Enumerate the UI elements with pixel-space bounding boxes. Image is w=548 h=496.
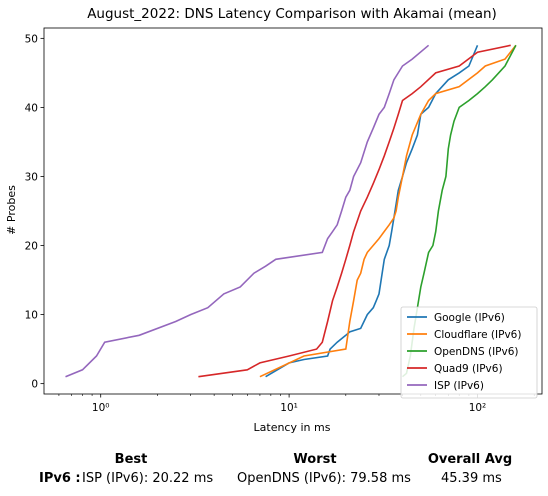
series-line <box>259 44 517 378</box>
legend-entry: OpenDNS (IPv6) <box>434 346 519 358</box>
y-tick-label: 0 <box>31 379 38 391</box>
summary-worst-heading: Worst <box>293 452 337 467</box>
y-tick-label: 10 <box>25 310 38 322</box>
latency-chart: August_2022: DNS Latency Comparison with… <box>5 6 543 434</box>
chart-legend: Google (IPv6) Cloudflare (IPv6) OpenDNS (I… <box>400 306 538 399</box>
plot-frame <box>43 27 543 395</box>
y-tick-label: 40 <box>25 102 38 114</box>
series-line <box>65 44 430 378</box>
legend-entry: Google (IPv6) <box>434 312 505 324</box>
y-tick-label: 30 <box>25 171 38 183</box>
legend-entry: Cloudflare (IPv6) <box>434 329 521 341</box>
summary-worst-value: OpenDNS (IPv6): 79.58 ms <box>237 471 411 486</box>
legend-entry: ISP (IPv6) <box>434 380 484 392</box>
y-tick-label: 50 <box>25 33 38 45</box>
x-tick-label: 10² <box>469 402 487 414</box>
summary-best-heading: Best <box>114 452 148 467</box>
x-axis-label: Latency in ms <box>254 421 331 434</box>
chart-title: August_2022: DNS Latency Comparison with… <box>87 6 497 22</box>
y-tick-label: 20 <box>25 241 38 253</box>
y-axis-label: # Probes <box>5 185 18 235</box>
legend-entry: Quad9 (IPv6) <box>434 363 503 375</box>
x-tick-label: 10¹ <box>280 402 298 414</box>
summary-best-value: ISP (IPv6): 20.22 ms <box>82 471 214 486</box>
series-line <box>265 44 479 378</box>
summary-avg-heading: Overall Avg <box>427 452 513 467</box>
legend-box <box>400 306 538 399</box>
summary-avg-value: 45.39 ms <box>441 471 502 486</box>
series-line <box>198 44 511 378</box>
plot-area: 10⁰ 10¹ 10² 0 10 20 30 40 50 <box>25 27 543 414</box>
x-tick-label: 10⁰ <box>92 402 110 414</box>
summary-row-label: IPv6 : <box>39 471 81 486</box>
